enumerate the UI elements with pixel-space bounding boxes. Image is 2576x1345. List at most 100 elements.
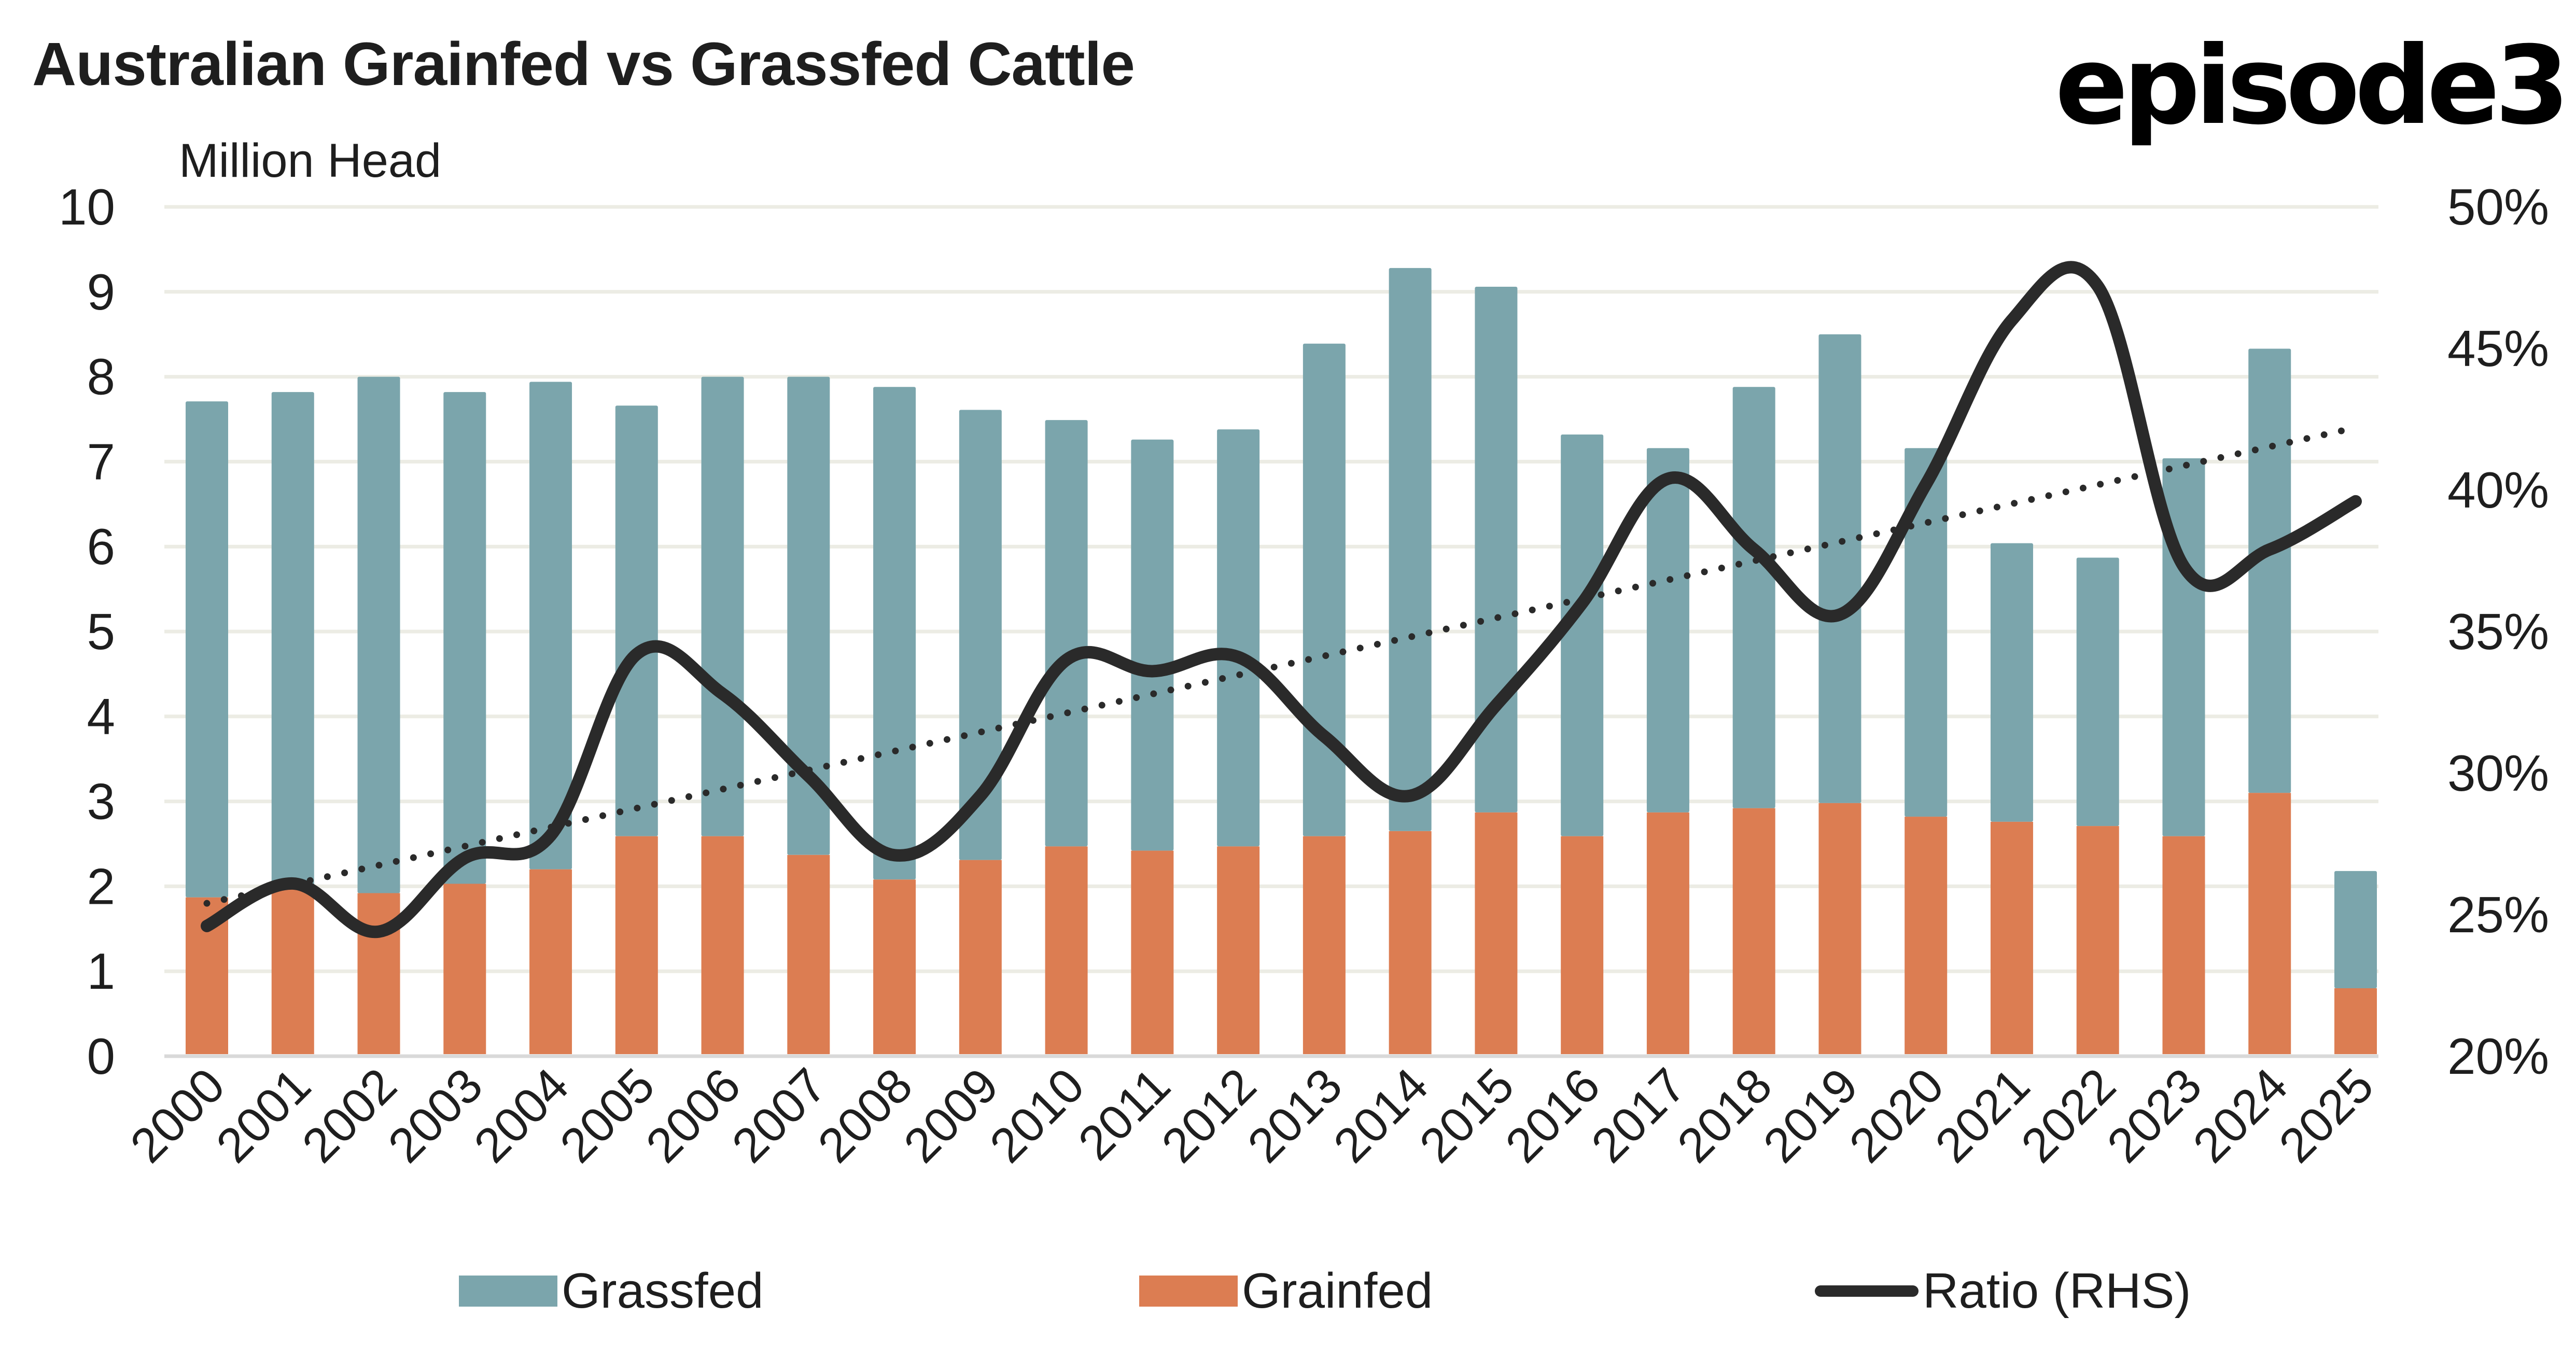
legend-label-grainfed: Grainfed — [1242, 1263, 1433, 1319]
x-tick-label: 2001 — [206, 1058, 321, 1173]
legend-swatch-ratio-line — [1815, 1285, 1919, 1297]
right-tick-label: 35% — [2447, 603, 2549, 660]
bar-grainfed — [1646, 812, 1689, 1054]
bar-grassfed — [1561, 434, 1604, 836]
left-tick-label: 6 — [87, 518, 115, 575]
right-tick-label: 25% — [2447, 886, 2549, 943]
bar-grainfed — [443, 884, 486, 1054]
bar-grassfed — [787, 376, 830, 855]
bar-grainfed — [1732, 808, 1775, 1054]
bar-grassfed — [1818, 334, 1861, 803]
x-tick-label: 2000 — [120, 1058, 235, 1173]
bar-grassfed — [1732, 387, 1775, 808]
legend-label-grassfed: Grassfed — [562, 1263, 764, 1319]
legend-swatch-grainfed — [1139, 1276, 1238, 1307]
bar-grainfed — [959, 860, 1002, 1054]
bar-grassfed — [271, 392, 314, 888]
legend: Grassfed Grainfed Ratio (RHS) — [0, 1260, 2576, 1322]
right-tick-label: 30% — [2447, 745, 2549, 802]
x-tick-label: 2015 — [1409, 1058, 1524, 1173]
x-tick-label: 2008 — [807, 1058, 922, 1173]
bar-grassfed — [529, 382, 572, 870]
chart-title: Australian Grainfed vs Grassfed Cattle — [32, 30, 1135, 99]
left-tick-label: 10 — [59, 178, 115, 235]
right-tick-label: 50% — [2447, 178, 2549, 235]
x-tick-label: 2009 — [893, 1058, 1009, 1173]
bar-grainfed — [1561, 836, 1604, 1054]
left-tick-label: 3 — [87, 773, 115, 830]
left-tick-label: 4 — [87, 688, 115, 745]
bar-grassfed — [2248, 348, 2291, 793]
bar-grainfed — [1131, 850, 1174, 1054]
x-tick-label: 2012 — [1151, 1058, 1266, 1173]
ratio-line-group — [201, 261, 2362, 938]
episode3-logo: episode3 — [2055, 23, 2570, 149]
legend-swatch-grassfed — [459, 1276, 557, 1307]
ratio-line — [201, 261, 2362, 938]
x-tick-label: 2020 — [1839, 1058, 1954, 1173]
bars — [186, 268, 2377, 1054]
bar-grainfed — [1389, 831, 1432, 1054]
bar-grainfed — [529, 869, 572, 1054]
legend-item-grassfed: Grassfed — [459, 1260, 763, 1322]
left-tick-label: 0 — [87, 1028, 115, 1085]
x-tick-label: 2016 — [1495, 1058, 1610, 1173]
x-axis-ticks: 2000200120022003200420052006200720082009… — [120, 1058, 2384, 1173]
bar-grassfed — [1131, 439, 1174, 851]
bar-grassfed — [357, 376, 400, 893]
x-tick-label: 2022 — [2011, 1058, 2126, 1173]
bar-grassfed — [959, 410, 1002, 860]
left-tick-label: 8 — [87, 348, 115, 405]
x-tick-label: 2006 — [636, 1058, 751, 1173]
bar-grainfed — [2334, 988, 2377, 1054]
bar-grainfed — [701, 836, 744, 1054]
x-tick-label: 2018 — [1667, 1058, 1782, 1173]
left-tick-label: 2 — [87, 858, 115, 915]
x-tick-label: 2014 — [1323, 1058, 1438, 1173]
bar-grainfed — [357, 893, 400, 1054]
bar-grainfed — [1818, 803, 1861, 1054]
left-axis-ticks: 0 1 2 3 4 5 6 7 8 9 10 — [59, 178, 115, 1085]
left-tick-label: 5 — [87, 603, 115, 660]
x-tick-label: 2010 — [979, 1058, 1095, 1173]
x-tick-label: 2023 — [2097, 1058, 2212, 1173]
bar-grassfed — [1905, 448, 1948, 817]
right-tick-label: 45% — [2447, 320, 2549, 377]
bar-grassfed — [186, 401, 228, 898]
bar-grassfed — [1303, 343, 1346, 836]
bar-grassfed — [443, 392, 486, 884]
x-tick-label: 2011 — [1068, 1058, 1180, 1170]
trend-line — [203, 424, 2359, 907]
bar-grassfed — [1990, 543, 2033, 822]
x-tick-label: 2003 — [377, 1058, 493, 1173]
legend-item-ratio: Ratio (RHS) — [1815, 1260, 2191, 1322]
bar-grainfed — [1905, 817, 1948, 1054]
right-tick-label: 40% — [2447, 461, 2549, 519]
bar-grainfed — [873, 879, 916, 1054]
legend-label-ratio: Ratio (RHS) — [1923, 1263, 2191, 1319]
legend-item-grainfed: Grainfed — [1139, 1260, 1433, 1322]
bar-grainfed — [787, 854, 830, 1054]
left-tick-label: 9 — [87, 263, 115, 320]
y-axis-unit-label: Million Head — [179, 134, 442, 187]
x-tick-label: 2004 — [464, 1058, 579, 1173]
x-tick-label: 2019 — [1753, 1058, 1868, 1173]
bar-grainfed — [1217, 846, 1260, 1054]
bar-grainfed — [1303, 836, 1346, 1054]
bar-grainfed — [1045, 846, 1088, 1054]
x-tick-label: 2024 — [2182, 1058, 2298, 1173]
bar-grassfed — [873, 387, 916, 880]
bar-grassfed — [1646, 448, 1689, 812]
ratio-trend-line — [203, 424, 2359, 907]
x-tick-label: 2005 — [550, 1058, 665, 1173]
x-tick-label: 2007 — [721, 1058, 836, 1173]
bar-grainfed — [2248, 793, 2291, 1054]
bar-grainfed — [1475, 812, 1518, 1054]
left-tick-label: 7 — [87, 433, 115, 490]
right-tick-label: 20% — [2447, 1028, 2549, 1085]
x-tick-label: 2013 — [1237, 1058, 1352, 1173]
bar-grassfed — [1475, 286, 1518, 812]
bar-grassfed — [2334, 871, 2377, 988]
bar-grainfed — [2162, 836, 2205, 1054]
